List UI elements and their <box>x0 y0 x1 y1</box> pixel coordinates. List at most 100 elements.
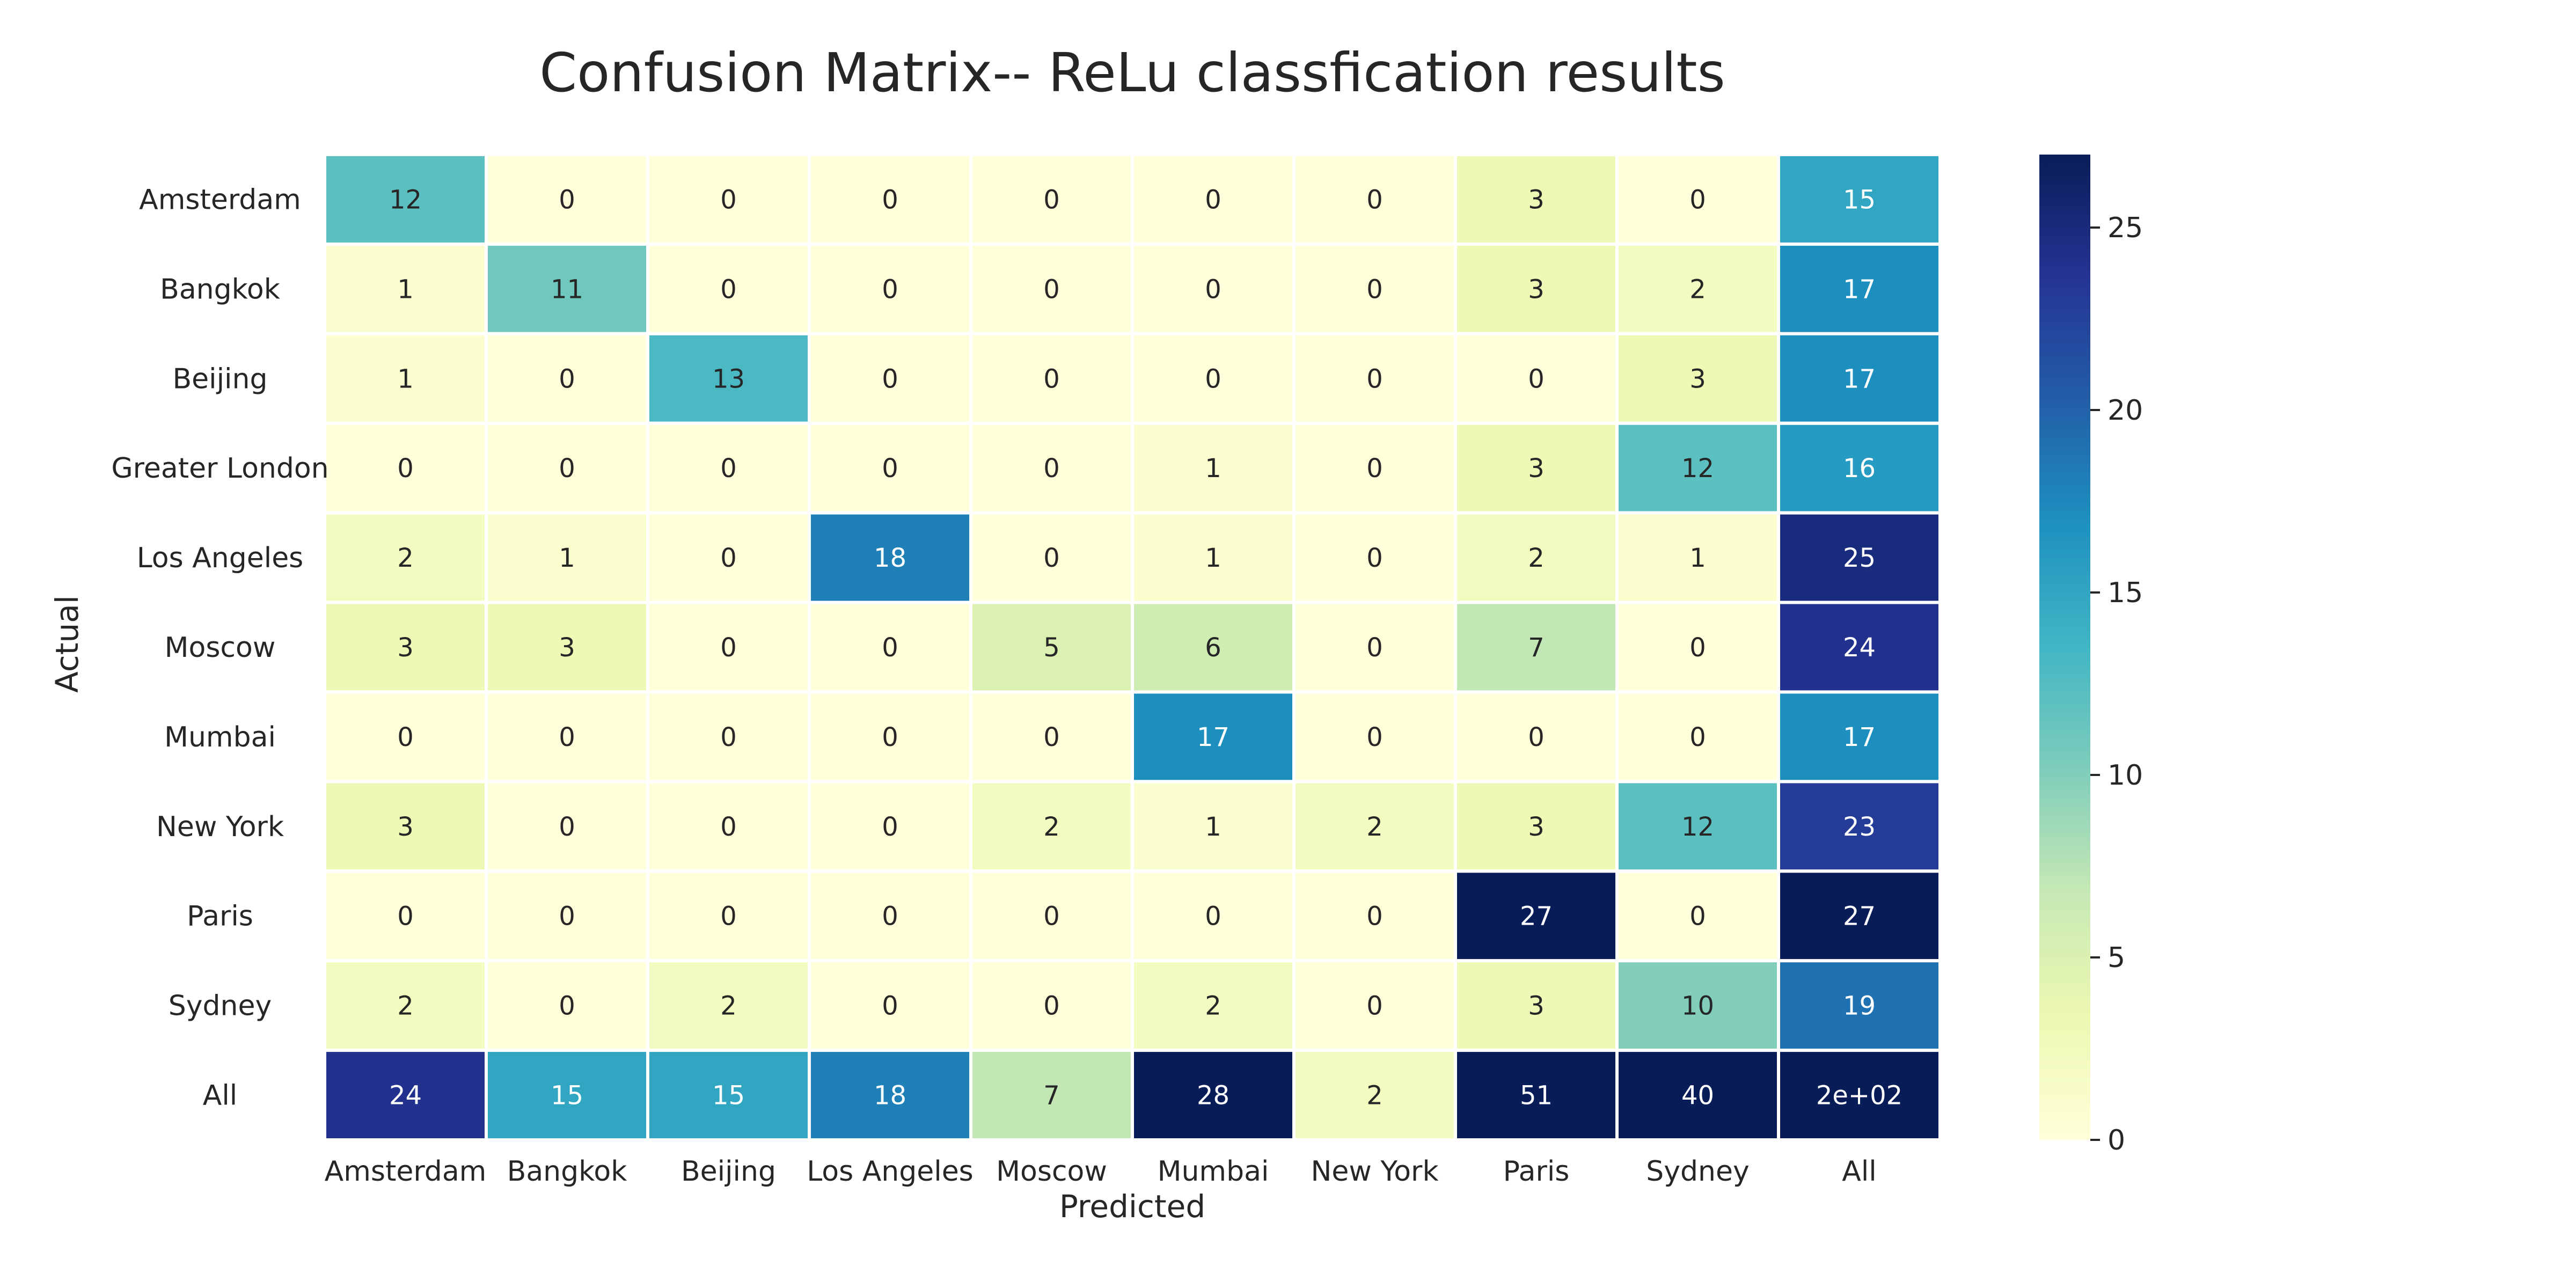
x-tick-label: Los Angeles <box>807 1155 974 1188</box>
heatmap-cell <box>1454 690 1619 784</box>
cell-value-label: 2 <box>397 991 414 1021</box>
cell-value-label: 3 <box>559 633 575 663</box>
cell-value-label: 0 <box>559 185 575 215</box>
cell-value-label: 11 <box>551 274 583 304</box>
colorbar-tick-label: 25 <box>2107 212 2143 244</box>
heatmap-cell <box>1777 242 1942 335</box>
cell-value-label: 27 <box>1520 902 1553 932</box>
cell-value-label: 0 <box>720 902 737 932</box>
colorbar-tick-label: 20 <box>2107 394 2143 427</box>
cell-value-label: 3 <box>1528 185 1545 215</box>
heatmap-cell <box>1615 242 1780 335</box>
cell-value-label: 0 <box>1366 991 1383 1021</box>
cell-value-label: 12 <box>1681 812 1714 842</box>
heatmap-cell <box>1292 242 1457 335</box>
heatmap-cell <box>1131 690 1296 784</box>
cell-value-label: 51 <box>1520 1081 1553 1111</box>
cell-value-label: 0 <box>397 722 414 752</box>
y-tick-label: Amsterdam <box>139 184 301 216</box>
cell-value-label: 0 <box>1043 274 1060 304</box>
cell-value-label: 3 <box>1528 812 1545 842</box>
heatmap-cell <box>1292 1049 1457 1142</box>
heatmap-cell <box>969 1049 1134 1142</box>
cell-value-label: 0 <box>1366 364 1383 394</box>
heatmap-cell <box>1777 780 1942 873</box>
heatmap-cell <box>808 242 972 335</box>
y-tick-label: Sydney <box>169 990 272 1022</box>
heatmap-cell <box>485 1049 649 1142</box>
heatmap-cell <box>1292 332 1457 425</box>
cell-value-label: 0 <box>882 185 898 215</box>
cell-value-label: 0 <box>1205 364 1221 394</box>
cell-value-label: 0 <box>720 633 737 663</box>
x-tick-label: All <box>1842 1155 1876 1188</box>
cell-value-label: 24 <box>389 1081 422 1111</box>
heatmap-cell <box>1292 511 1457 604</box>
heatmap-cell <box>969 959 1134 1052</box>
cell-value-label: 1 <box>397 364 414 394</box>
heatmap-cell <box>808 690 972 784</box>
cell-value-label: 23 <box>1843 812 1876 842</box>
heatmap-cell <box>969 511 1134 604</box>
cell-value-label: 19 <box>1843 991 1876 1021</box>
y-tick-labels: Amsterdam Bangkok Beijing Greater London Los… <box>111 184 328 1111</box>
heatmap-cell <box>1777 869 1942 963</box>
y-tick-label: Los Angeles <box>137 542 304 574</box>
heatmap-cell <box>969 780 1134 873</box>
heatmap-cell <box>1777 1049 1942 1142</box>
cell-value-label: 0 <box>720 812 737 842</box>
heatmap-cell <box>323 959 488 1052</box>
colorbar-tick-label: 15 <box>2107 577 2143 609</box>
cell-value-label: 12 <box>389 185 422 215</box>
heatmap-cell <box>1777 332 1942 425</box>
cell-value-label: 1 <box>397 274 414 304</box>
x-tick-label: Bangkok <box>507 1155 627 1188</box>
heatmap-cell <box>1292 690 1457 784</box>
heatmap-cell <box>1131 601 1296 694</box>
cell-value-label: 2 <box>1689 274 1706 304</box>
x-tick-label: Paris <box>1503 1155 1570 1188</box>
y-tick-label: Bangkok <box>160 273 280 305</box>
colorbar <box>2039 155 2090 1140</box>
cell-value-label: 0 <box>720 722 737 752</box>
cell-value-label: 7 <box>1043 1081 1060 1111</box>
heatmap-cell <box>1615 332 1780 425</box>
heatmap-cell <box>323 421 488 515</box>
cell-value-label: 0 <box>559 902 575 932</box>
colorbar-ticks: 0 5 10 15 20 25 <box>2090 212 2143 1157</box>
cell-value-label: 16 <box>1843 453 1876 484</box>
heatmap-cell <box>969 601 1134 694</box>
cell-value-label: 17 <box>1843 722 1876 752</box>
heatmap-cell <box>1454 153 1619 246</box>
cell-value-label: 17 <box>1843 274 1876 304</box>
x-tick-label: Amsterdam <box>325 1155 487 1188</box>
y-tick-label: Mumbai <box>164 721 276 753</box>
heatmap-cell <box>646 332 811 425</box>
cell-value-label: 0 <box>720 453 737 484</box>
heatmap-cell <box>1454 242 1619 335</box>
cell-value-label: 0 <box>1043 453 1060 484</box>
heatmap-cell <box>1615 959 1780 1052</box>
cell-value-label: 0 <box>882 453 898 484</box>
heatmap-cell <box>1131 511 1296 604</box>
cell-value-label: 0 <box>1043 991 1060 1021</box>
y-tick-label: New York <box>156 811 284 843</box>
heatmap-cell <box>1615 1049 1780 1142</box>
cell-value-label: 0 <box>882 633 898 663</box>
y-tick-label: Paris <box>187 901 253 933</box>
heatmap-cell <box>485 869 649 963</box>
cell-value-label: 0 <box>1205 185 1221 215</box>
heatmap-cell <box>485 153 649 246</box>
heatmap-cell <box>1777 153 1942 246</box>
cell-value-label: 3 <box>397 812 414 842</box>
heatmap-cell <box>1615 869 1780 963</box>
cell-value-label: 0 <box>1689 633 1706 663</box>
colorbar-tick-label: 5 <box>2107 942 2125 974</box>
x-tick-labels: Amsterdam Bangkok Beijing Los Angeles Moscow… <box>325 1155 1877 1188</box>
heatmap-cell <box>808 780 972 873</box>
cell-value-label: 0 <box>1528 364 1545 394</box>
cell-value-label: 15 <box>1843 185 1876 215</box>
cell-value-label: 18 <box>874 543 906 573</box>
cell-value-label: 0 <box>1366 633 1383 663</box>
